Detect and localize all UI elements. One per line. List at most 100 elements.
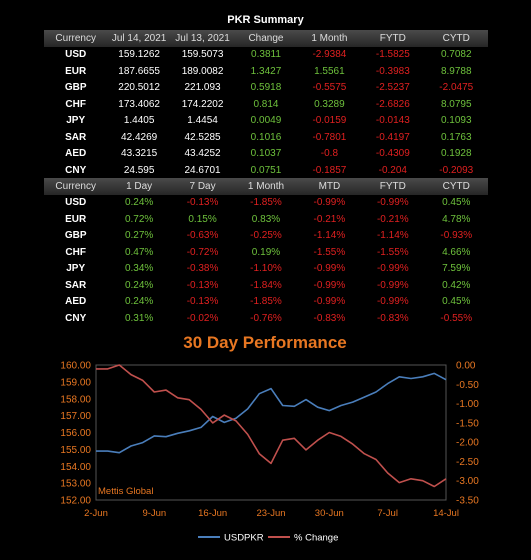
returns-value: -0.55% [440, 312, 473, 324]
returns-value: -0.99% [376, 279, 409, 291]
returns-row: USD 0.24% -0.13% -1.85% -0.99% -0.99% 0.45% [44, 195, 488, 212]
returns-row: GBP 0.27% -0.63% -0.25% -1.14% -1.14% -0.93% [44, 228, 488, 245]
returns-value: -0.99% [376, 296, 409, 308]
currency-code: CNY [65, 164, 87, 176]
x-axis-tick: 9-Jun [142, 508, 166, 519]
summary-value: 0.1016 [250, 131, 282, 143]
returns-value: -0.63% [186, 230, 219, 242]
summary-rate: 159.1262 [118, 49, 160, 61]
x-axis-tick: 30-Jun [315, 508, 344, 519]
summary-row: CNY 24.595 24.6701 0.0751 -0.1857 -0.204 -0.20… [44, 162, 488, 179]
summary-value: -2.9384 [312, 49, 347, 61]
summary-value: 0.0049 [250, 115, 282, 127]
left-axis-tick: 159.00 [60, 377, 91, 388]
left-axis-tick: 157.00 [60, 411, 91, 422]
summary-row: EUR 187.6655 189.0082 1.3427 1.5561 -0.3983 8.… [44, 63, 488, 80]
legend-label: USDPKR [224, 533, 264, 544]
summary-value: 0.1093 [440, 115, 472, 127]
watermark-text: Mettis Global [98, 486, 153, 497]
summary-rate: 187.6655 [118, 65, 160, 77]
returns-value: -0.02% [186, 312, 219, 324]
returns-value: -0.72% [186, 246, 219, 258]
returns-value: -1.55% [313, 246, 346, 258]
returns-value: 0.42% [442, 279, 471, 291]
legend-label: % Change [294, 533, 338, 544]
right-axis-tick: -1.00 [456, 399, 479, 410]
returns-value: 0.24% [124, 279, 154, 291]
summary-row: SAR 42.4269 42.5285 0.1016 -0.7801 -0.4197 0.1… [44, 129, 488, 146]
summary-header-cell: Currency [44, 30, 108, 47]
currency-code: CNY [65, 312, 87, 324]
pkr-summary-table: Currency Jul 14, 2021 Jul 13, 2021 Change 1 … [44, 30, 488, 179]
returns-header-row: Currency 1 Day 7 Day 1 Month MTD FYTD CYTD [44, 178, 488, 195]
summary-value: -2.5237 [375, 82, 410, 94]
left-axis-tick: 152.00 [60, 496, 91, 507]
currency-code: SAR [65, 131, 87, 143]
summary-value: -0.3983 [375, 65, 410, 77]
returns-value: 0.45% [442, 197, 471, 209]
returns-value: 0.24% [124, 197, 154, 209]
summary-rate: 24.595 [123, 164, 155, 176]
right-axis-tick: -2.00 [456, 438, 479, 449]
x-axis-tick: 7-Jul [377, 508, 398, 519]
right-axis-tick: 0.00 [456, 361, 476, 372]
returns-value: -0.99% [376, 197, 409, 209]
returns-table: Currency 1 Day 7 Day 1 Month MTD FYTD CYTD USD… [44, 178, 488, 327]
returns-row: CHF 0.47% -0.72% 0.19% -1.55% -1.55% 4.66% [44, 244, 488, 261]
returns-value: 0.72% [124, 213, 154, 225]
returns-value: -0.21% [376, 213, 409, 225]
left-axis-tick: 160.00 [60, 361, 91, 372]
returns-value: 7.59% [442, 263, 471, 275]
currency-code: USD [65, 197, 87, 209]
summary-value: 0.1763 [440, 131, 472, 143]
right-axis-tick: -1.50 [456, 418, 479, 429]
summary-value: 0.0751 [250, 164, 282, 176]
returns-value: 0.24% [124, 296, 154, 308]
currency-code: GBP [64, 82, 87, 94]
summary-value: -2.0475 [439, 82, 474, 94]
currency-code: AED [65, 296, 87, 308]
returns-value: -0.38% [186, 263, 219, 275]
summary-row: AED 43.3215 43.4252 0.1037 -0.8 -0.4309 0.1928 [44, 146, 488, 163]
returns-header-cell: Currency [44, 178, 108, 195]
summary-value: -0.2093 [439, 164, 474, 176]
returns-value: 0.83% [251, 213, 281, 225]
summary-header-cell: 1 Month [297, 30, 362, 47]
returns-value: 0.45% [442, 296, 471, 308]
x-axis-tick: 14-Jul [433, 508, 459, 519]
summary-row: CHF 173.4062 174.2202 0.814 0.3289 -2.6826 8.0… [44, 96, 488, 113]
returns-value: -0.13% [186, 197, 219, 209]
summary-rate: 174.2202 [181, 98, 224, 110]
summary-rate: 42.5285 [184, 131, 221, 143]
returns-header-cell: 1 Month [234, 178, 298, 195]
returns-value: 0.15% [188, 213, 217, 225]
summary-value: 1.5561 [314, 65, 345, 77]
summary-value: 0.7082 [440, 49, 472, 61]
currency-code: CHF [65, 246, 86, 258]
summary-value: -0.5575 [312, 82, 347, 94]
returns-value: -0.21% [313, 213, 346, 225]
right-axis-tick: -2.50 [456, 457, 479, 468]
currency-code: GBP [64, 230, 87, 242]
returns-value: -1.14% [313, 230, 346, 242]
returns-header-cell: 7 Day [170, 178, 235, 195]
summary-value: -0.0143 [375, 115, 410, 127]
summary-rate: 1.4454 [187, 115, 218, 127]
summary-rate: 220.5012 [118, 82, 160, 94]
summary-value: -0.204 [378, 164, 407, 176]
summary-header-cell: CYTD [424, 30, 488, 47]
returns-row: JPY 0.34% -0.38% -1.10% -0.99% -0.99% 7.59% [44, 261, 488, 278]
summary-rate: 159.5073 [181, 49, 224, 61]
returns-value: -1.14% [376, 230, 409, 242]
left-axis-tick: 155.00 [60, 445, 91, 456]
summary-value: -1.5825 [375, 49, 410, 61]
series-line-pct-change [96, 364, 447, 488]
currency-code: EUR [65, 213, 87, 225]
returns-value: -0.83% [313, 312, 346, 324]
summary-value: -0.4309 [375, 148, 410, 160]
x-axis-tick: 23-Jun [256, 508, 285, 519]
currency-code: JPY [66, 115, 86, 127]
returns-header-cell: FYTD [361, 178, 425, 195]
returns-value: 4.66% [442, 246, 471, 258]
returns-value: -0.99% [313, 296, 346, 308]
